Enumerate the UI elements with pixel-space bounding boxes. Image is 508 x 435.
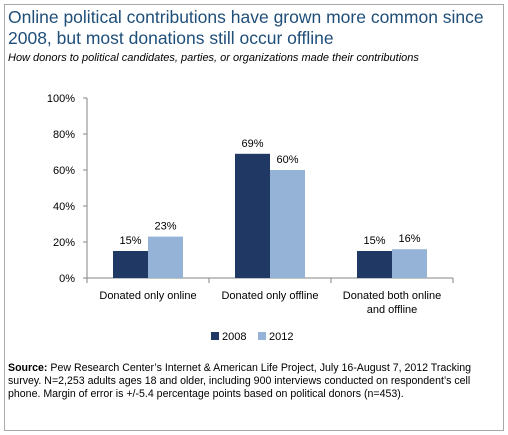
bar-2012 bbox=[270, 170, 305, 278]
data-label: 15% bbox=[119, 235, 141, 247]
data-label: 23% bbox=[154, 221, 176, 233]
y-tick-label: 80% bbox=[53, 129, 75, 141]
source-note: Source: Pew Research Center’s Internet &… bbox=[8, 362, 498, 401]
legend-label: 2012 bbox=[269, 331, 293, 343]
legend-swatch-2008 bbox=[211, 332, 219, 340]
bar-2008 bbox=[113, 251, 148, 278]
data-label: 69% bbox=[241, 138, 263, 150]
x-category-label: Donated only offline bbox=[221, 290, 318, 302]
legend-swatch-2012 bbox=[258, 332, 266, 340]
bar-2008 bbox=[357, 251, 392, 278]
x-category-label: Donated only online bbox=[99, 290, 196, 302]
bar-chart: 0% 20% 40% 60% 80% 100% 15% 23% Donated only onl… bbox=[47, 93, 454, 343]
y-tick-label: 40% bbox=[53, 201, 75, 213]
y-tick-label: 20% bbox=[53, 237, 75, 249]
legend-label: 2008 bbox=[222, 331, 246, 343]
chart-subtitle: How donors to political candidates, part… bbox=[8, 52, 419, 64]
source-label: Source: bbox=[8, 362, 48, 374]
y-tick-label: 0% bbox=[59, 273, 75, 285]
data-label: 15% bbox=[363, 235, 385, 247]
bar-2012 bbox=[148, 236, 183, 278]
chart-title: Online political contributions have grow… bbox=[8, 7, 484, 48]
source-text: Pew Research Center’s Internet & America… bbox=[8, 362, 472, 400]
bar-2008 bbox=[235, 153, 270, 278]
bar-2012 bbox=[392, 249, 427, 278]
x-category-label: Donated both online and offline bbox=[343, 290, 441, 316]
data-label: 16% bbox=[398, 233, 420, 245]
y-tick-label: 60% bbox=[53, 165, 75, 177]
data-label: 60% bbox=[276, 154, 298, 166]
y-tick-label: 100% bbox=[47, 93, 75, 105]
